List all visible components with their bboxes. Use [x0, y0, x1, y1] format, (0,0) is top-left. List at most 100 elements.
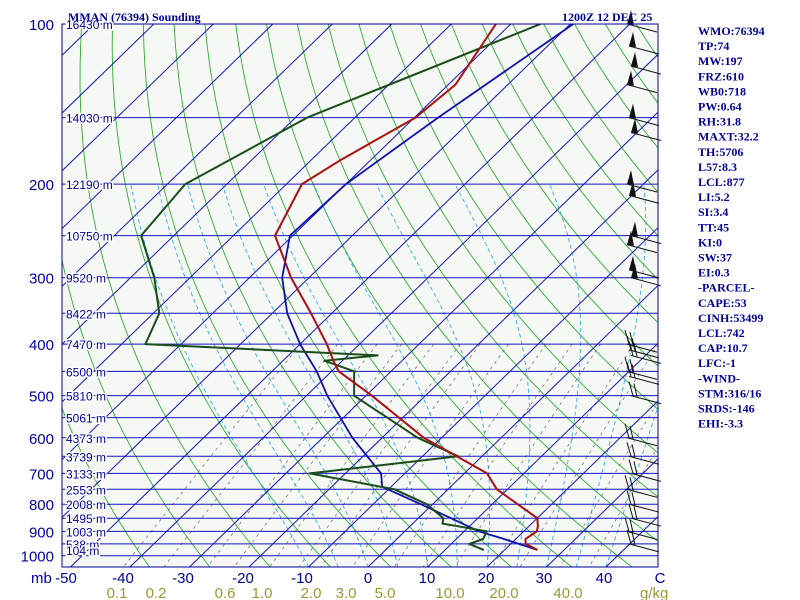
index-item: STM:316/16	[698, 386, 761, 400]
index-item: MW:197	[698, 54, 743, 68]
wind-barb-pennant	[631, 118, 638, 134]
mixing-ratio-label: 3.0	[336, 585, 357, 600]
wind-barb-staff	[628, 45, 660, 55]
pressure-unit-label: mb	[31, 570, 52, 587]
profile-lines	[140, 24, 574, 551]
mixing-ratio-label: 0.2	[146, 585, 167, 600]
mixing-ratio-line	[393, 343, 547, 567]
height-label: 4373 m	[66, 432, 106, 446]
pressure-tick-label: 600	[29, 431, 54, 448]
dewpoint-trace	[140, 24, 541, 551]
index-item: -WIND-	[698, 371, 740, 385]
dry-adiabat	[450, 24, 658, 324]
height-label: 12190 m	[66, 178, 113, 192]
dry-adiabat	[420, 24, 658, 367]
wind-barb-staff	[628, 117, 660, 127]
wind-barb-feather	[626, 442, 632, 457]
index-item: RH:31.8	[698, 115, 741, 129]
moist-adiabat	[454, 183, 531, 567]
isotherm	[62, 24, 393, 345]
index-item: EI:0.3	[698, 266, 730, 280]
mixing-ratio-line	[492, 343, 635, 567]
temperature-tick-label: -20	[232, 570, 254, 587]
wind-barb-feather	[628, 459, 634, 474]
pressure-tick-label: 700	[29, 466, 54, 483]
dry-adiabat	[235, 24, 573, 567]
temperature-tick-label: -50	[55, 570, 77, 587]
temperature-tick-label: -40	[112, 570, 134, 587]
mixing-ratio-line	[298, 343, 461, 567]
isotherm	[248, 169, 658, 567]
dry-adiabat	[79, 24, 271, 567]
wind-barb	[628, 181, 660, 204]
wind-barb	[628, 341, 662, 364]
moist-adiabat	[157, 183, 339, 567]
wind-barb-staff	[630, 354, 662, 364]
isotherm	[62, 24, 571, 519]
height-label: 2553 m	[66, 483, 106, 497]
wind-barb-feather	[631, 531, 636, 546]
wind-barb	[626, 529, 660, 553]
isotherm	[189, 111, 658, 567]
dry-adiabat	[327, 24, 658, 498]
mixing-ratio-line	[422, 343, 573, 567]
index-item: EHI:-3.3	[698, 417, 743, 431]
plot-frame	[61, 23, 659, 568]
moist-adiabat	[605, 404, 658, 567]
dry-adiabat	[62, 407, 150, 567]
index-item: SI:3.4	[698, 205, 728, 219]
wind-barb-pennant	[627, 170, 634, 186]
mixing-ratio-label: 40.0	[553, 585, 582, 600]
wind-barb-feather	[628, 381, 634, 396]
index-item: SRDS:-146	[698, 402, 755, 416]
index-item: MAXT:32.2	[698, 130, 759, 144]
isotherm	[546, 458, 658, 567]
temperature-tick-label: -10	[291, 570, 313, 587]
index-item: LCL:877	[698, 175, 745, 189]
wind-barb-staff	[630, 472, 662, 482]
temperature-trace	[274, 24, 539, 551]
wind-barb-staff	[626, 343, 658, 353]
index-item: TT:45	[698, 220, 729, 234]
temperature-tick-label: 10	[419, 570, 436, 587]
height-label: 1003 m	[66, 525, 106, 539]
isotherm	[62, 24, 452, 403]
wind-barb	[628, 459, 662, 482]
height-label: 538 m	[66, 538, 99, 552]
mixing-ratio-line	[163, 343, 339, 567]
wind-barb	[630, 52, 662, 75]
wind-barb-staff	[628, 375, 660, 385]
wind-barb-feather	[624, 423, 630, 438]
wind-barb-pennant	[631, 52, 638, 68]
dry-adiabat	[389, 24, 658, 410]
wind-barb	[624, 357, 658, 380]
wind-barb-pennant	[629, 103, 636, 119]
mixing-ratio-line	[559, 401, 658, 567]
mixing-ratio-label: 1.0	[252, 585, 273, 600]
grid-lines	[0, 24, 658, 567]
index-item: WB0:718	[698, 84, 746, 98]
isotherm	[0, 24, 35, 567]
wind-barb-staff	[626, 488, 658, 498]
wind-barb-feather	[629, 359, 634, 373]
wind-barb	[630, 118, 662, 142]
mixing-ratio-unit-label: g/kg	[640, 585, 668, 600]
mixing-ratio-label: 5.0	[375, 585, 396, 600]
isotherm	[62, 24, 274, 230]
wind-barb-staff	[630, 277, 662, 287]
wind-barb-staff	[626, 370, 658, 380]
plot-background	[62, 24, 658, 567]
moist-adiabat	[575, 184, 647, 567]
index-item: FRZ:610	[698, 69, 744, 83]
wind-barb	[630, 221, 662, 245]
wind-barbs	[624, 10, 662, 553]
wind-barb	[628, 32, 660, 55]
isotherm	[486, 400, 658, 567]
isotherm	[129, 53, 658, 567]
wind-barb-feather	[633, 506, 638, 520]
index-item: PW:0.64	[698, 100, 742, 114]
mixing-ratio-line	[123, 343, 301, 567]
wind-barb-staff	[630, 235, 662, 245]
wind-barb-feather	[629, 477, 634, 491]
wind-barb-feather	[631, 492, 636, 506]
